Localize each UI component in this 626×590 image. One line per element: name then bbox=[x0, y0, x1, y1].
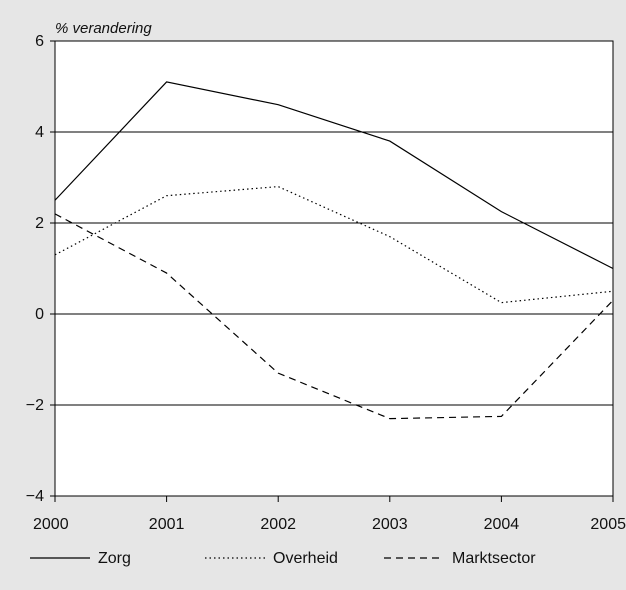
x-tick-label: 2004 bbox=[484, 516, 520, 533]
y-tick-labels: −4 −2 0 2 4 6 bbox=[26, 33, 44, 505]
y-tick-label: 4 bbox=[35, 124, 44, 141]
y-axis-label: % verandering bbox=[55, 20, 152, 37]
legend-label-overheid: Overheid bbox=[273, 550, 338, 567]
plot-area bbox=[54, 40, 614, 497]
series-lines bbox=[54, 81, 614, 420]
y-tick-label: 2 bbox=[35, 215, 44, 232]
x-tick-label: 2002 bbox=[260, 516, 296, 533]
grid-lines bbox=[50, 40, 614, 502]
y-tick-label: 0 bbox=[35, 306, 44, 323]
x-tick-label: 2005 bbox=[590, 516, 626, 533]
series-line-zorg bbox=[54, 81, 614, 270]
x-tick-label: 2000 bbox=[33, 516, 69, 533]
series-line-overheid bbox=[54, 185, 614, 304]
x-tick-label: 2001 bbox=[149, 516, 185, 533]
y-tick-label: −4 bbox=[26, 488, 44, 505]
legend-label-zorg: Zorg bbox=[98, 550, 131, 567]
y-tick-label: −2 bbox=[26, 397, 44, 414]
legend: Zorg Overheid Marktsector bbox=[30, 550, 536, 567]
x-tick-labels: 2000 2001 2002 2003 2004 2005 bbox=[33, 516, 626, 533]
series-line-marktsector bbox=[54, 213, 614, 420]
y-tick-label: 6 bbox=[35, 33, 44, 50]
x-tick-label: 2003 bbox=[372, 516, 408, 533]
legend-label-marktsector: Marktsector bbox=[452, 550, 536, 567]
